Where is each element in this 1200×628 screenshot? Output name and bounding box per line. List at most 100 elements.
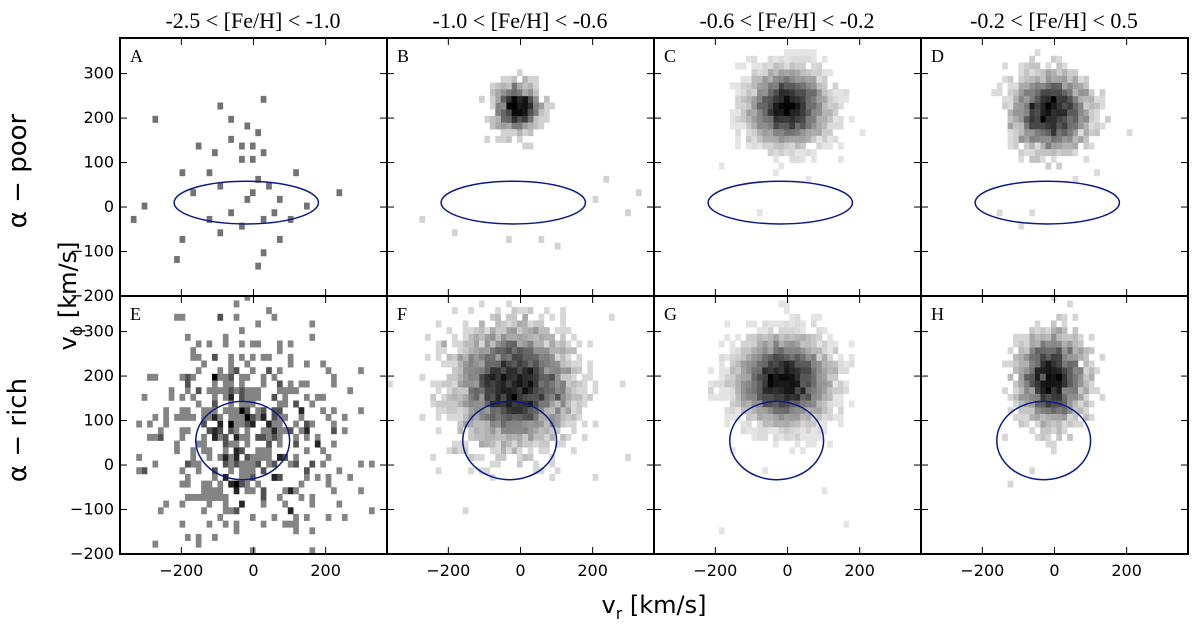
density-cell	[810, 122, 817, 130]
density-cell	[1056, 373, 1063, 381]
density-cell	[1034, 420, 1041, 428]
density-cell	[740, 82, 747, 90]
density-cell	[239, 400, 245, 408]
density-cell	[212, 427, 218, 435]
density-cell	[549, 360, 556, 368]
density-cell	[1034, 69, 1041, 77]
density-cell	[1050, 296, 1057, 301]
density-cell	[740, 115, 747, 123]
density-cell	[1034, 142, 1041, 150]
density-cell	[228, 480, 234, 488]
density-cell	[1002, 360, 1008, 368]
density-cell	[462, 320, 469, 328]
density-cell	[1045, 62, 1052, 70]
density-cell	[533, 347, 539, 355]
density-cell	[1045, 400, 1052, 408]
density-cell	[522, 89, 529, 97]
density-cell	[756, 75, 763, 83]
density-cell	[217, 433, 224, 441]
density-cell	[1040, 393, 1046, 401]
x-tick-label: −200	[693, 561, 737, 580]
density-cell	[1077, 347, 1084, 355]
density-cell	[821, 129, 828, 137]
density-cell	[635, 189, 642, 197]
panel-letter-G: G	[664, 304, 677, 324]
density-cell	[1013, 333, 1019, 341]
density-cell	[543, 427, 550, 435]
density-cell	[549, 313, 556, 321]
density-cell	[783, 353, 790, 361]
density-cell	[827, 89, 833, 97]
density-cell	[527, 373, 534, 381]
density-cell	[468, 427, 474, 435]
density-cell	[778, 135, 785, 143]
density-cell	[571, 367, 577, 375]
density-cell	[1018, 95, 1025, 103]
density-cell	[484, 387, 491, 395]
density-cell	[762, 109, 768, 117]
density-cell	[762, 142, 768, 150]
density-cell	[1050, 69, 1057, 77]
density-cell	[1099, 122, 1106, 130]
density-cell	[495, 460, 501, 468]
density-cell	[500, 413, 507, 421]
density-cell	[527, 440, 534, 448]
density-cell	[511, 360, 518, 368]
density-cell	[1056, 69, 1063, 77]
density-cell	[479, 327, 485, 335]
density-cell	[527, 95, 534, 103]
density-cell	[174, 313, 180, 321]
density-cell	[718, 353, 725, 361]
density-cell	[1029, 427, 1035, 435]
density-cell	[1034, 353, 1041, 361]
density-cell	[554, 353, 561, 361]
density-cell	[266, 420, 272, 428]
density-cell	[740, 367, 747, 375]
density-cell	[1045, 75, 1052, 83]
x-tick-label: −200	[159, 561, 203, 580]
density-cell	[549, 333, 556, 341]
density-cell	[592, 420, 599, 428]
density-cell	[368, 460, 375, 468]
density-cell	[1083, 82, 1090, 90]
density-cell	[430, 400, 437, 408]
density-cell	[767, 55, 774, 63]
density-cell	[500, 89, 507, 97]
density-cell	[304, 467, 310, 475]
density-cell	[527, 400, 534, 408]
density-cell	[1018, 333, 1025, 341]
density-cell	[212, 380, 218, 388]
density-cell	[1067, 300, 1073, 308]
density-cell	[462, 340, 469, 348]
density-cell	[1067, 122, 1073, 130]
density-cell	[751, 380, 758, 388]
density-cell	[1050, 353, 1057, 361]
density-cell	[1018, 353, 1025, 361]
density-cell	[1072, 135, 1079, 143]
density-cell	[778, 407, 785, 415]
density-cell	[778, 75, 785, 83]
density-cell	[184, 493, 191, 501]
density-cell	[800, 387, 806, 395]
density-cell	[805, 433, 812, 441]
density-cell	[773, 135, 779, 143]
density-cell	[838, 122, 844, 130]
y-tick-label: −200	[70, 286, 114, 305]
density-cell	[527, 393, 534, 401]
density-cell	[511, 427, 518, 435]
density-cell	[533, 460, 539, 468]
density-cell	[773, 400, 779, 408]
density-cell	[773, 129, 779, 137]
density-cell	[217, 229, 224, 237]
density-cell	[1029, 407, 1035, 415]
density-cell	[217, 102, 224, 110]
density-cell	[217, 367, 224, 375]
density-cell	[179, 393, 186, 401]
density-cell	[239, 393, 245, 401]
density-cell	[1023, 387, 1030, 395]
density-cell	[179, 520, 186, 528]
density-cell	[506, 393, 512, 401]
density-cell	[571, 447, 577, 455]
density-cell	[1045, 373, 1052, 381]
density-cell	[511, 413, 518, 421]
